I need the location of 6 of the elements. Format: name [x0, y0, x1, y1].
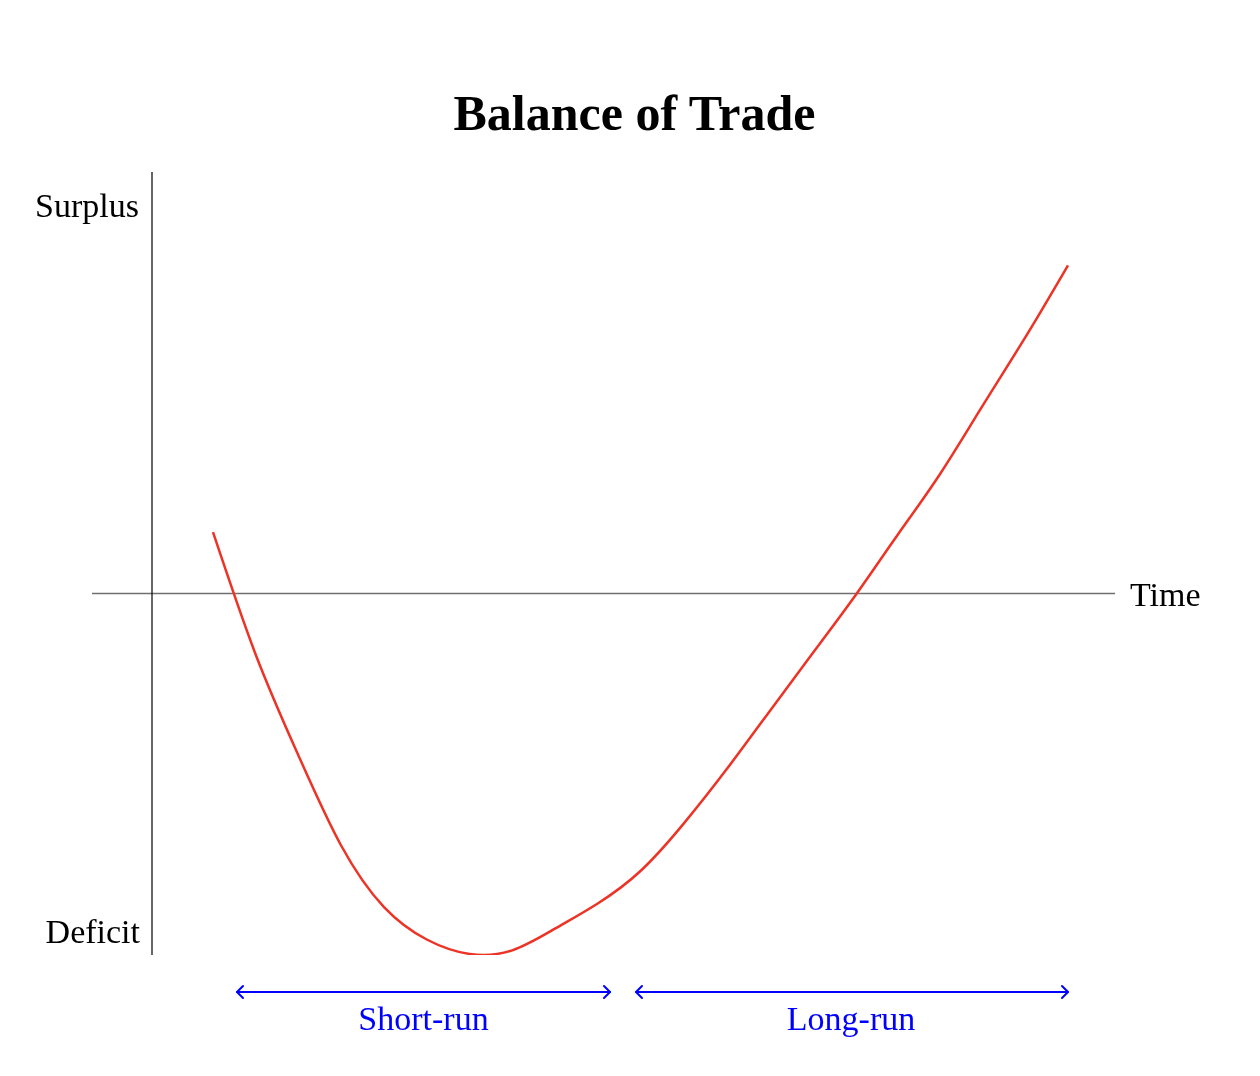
- text: Short-run: [358, 999, 489, 1037]
- text: Deficit: [45, 912, 140, 950]
- chart-title: Balance of Trade: [453, 85, 816, 141]
- text: Long-run: [786, 999, 916, 1037]
- x-axis-title: Time: [1130, 575, 1201, 613]
- text: Surplus: [35, 186, 139, 224]
